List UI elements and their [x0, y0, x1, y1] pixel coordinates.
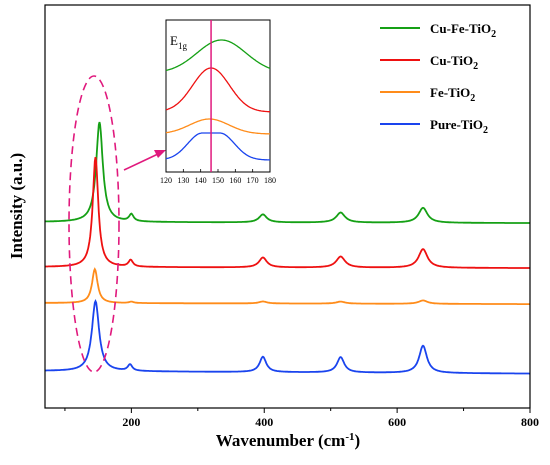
inset-series-line [165, 67, 270, 113]
legend-label: Cu-Fe-TiO2 [430, 21, 496, 40]
y-axis-title: Intensity (a.u.) [7, 153, 26, 259]
inset-tick-label: 120 [160, 176, 172, 185]
inset-series-line [165, 39, 271, 72]
legend: Cu-Fe-TiO2 Cu-TiO2 Fe-TiO2 Pure-TiO2 [380, 21, 496, 136]
series-line [45, 156, 530, 269]
series-line [45, 267, 530, 305]
legend-label: Pure-TiO2 [430, 117, 488, 136]
inset-series-line [165, 132, 270, 161]
inset-tick-label: 170 [247, 176, 259, 185]
pointer-arrow-line [123, 153, 159, 171]
inset-ticks: 120 130 140 150 160 170 180 [160, 169, 276, 185]
x-tick-label: 400 [255, 415, 273, 429]
inset-tick-label: 160 [229, 176, 241, 185]
series-curves [44, 121, 530, 375]
inset-frame [165, 19, 271, 173]
legend-label: Cu-TiO2 [430, 53, 478, 72]
x-axis-title: Wavenumber (cm-1) [216, 431, 360, 450]
highlight-ellipse [68, 75, 120, 373]
x-tick-label: 800 [521, 415, 539, 429]
series-line [44, 121, 530, 224]
inset-tick-label: 130 [177, 176, 189, 185]
x-tick-label: 200 [122, 415, 140, 429]
inset: 120 130 140 150 160 170 180 E1g [160, 19, 276, 185]
x-tick-label: 600 [388, 415, 406, 429]
inset-tick-label: 140 [195, 176, 207, 185]
series-line [45, 298, 530, 375]
inset-tick-label: 150 [212, 176, 224, 185]
inset-series-line [165, 118, 270, 135]
inset-tick-label: 180 [264, 176, 276, 185]
x-axis-ticks: 200 400 600 800 [64, 408, 539, 429]
pointer-arrow-head [154, 150, 166, 158]
plot-frame [44, 4, 531, 409]
inset-label: E1g [170, 33, 187, 51]
legend-label: Fe-TiO2 [430, 85, 475, 104]
inset-curves [165, 20, 271, 172]
